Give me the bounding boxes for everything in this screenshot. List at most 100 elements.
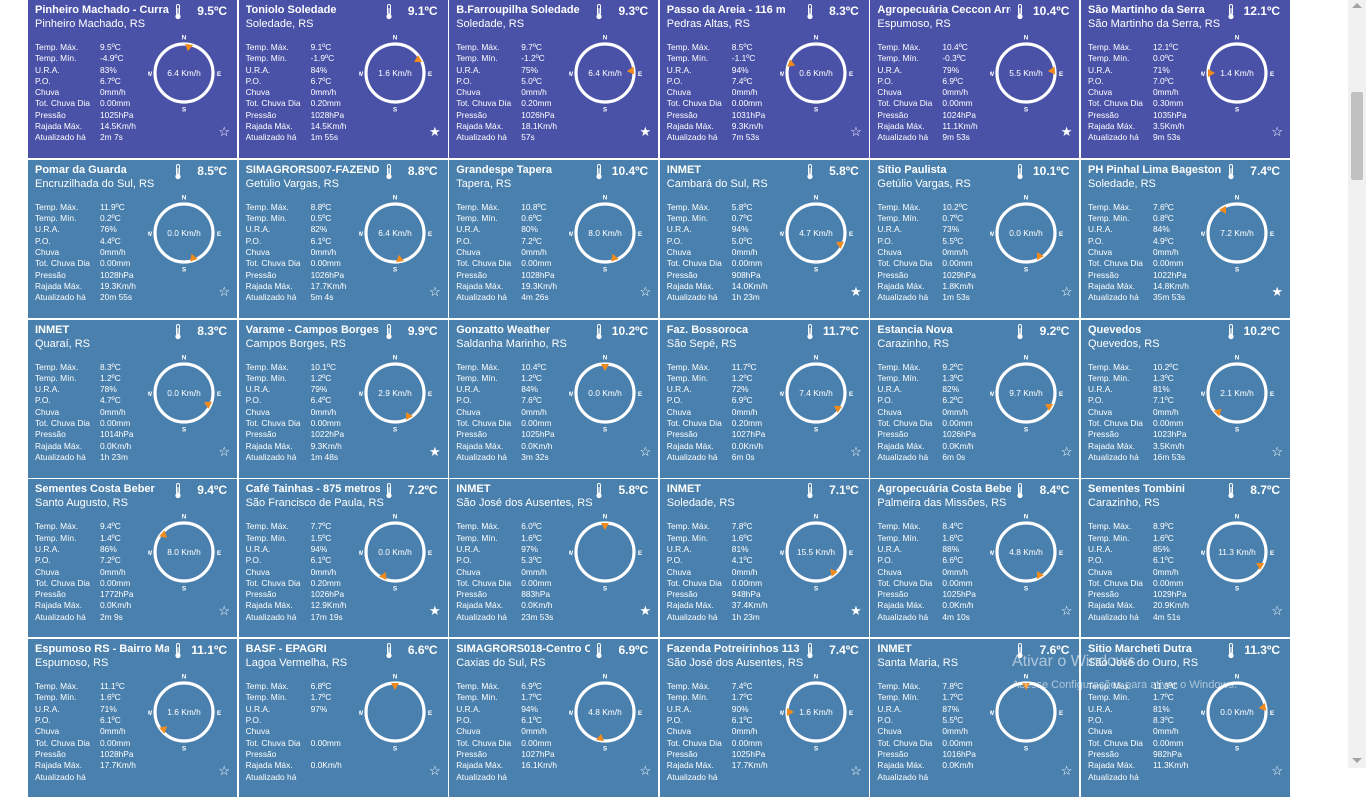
favorite-star-icon[interactable]: ☆ (639, 283, 652, 299)
station-card[interactable]: INMET Soledade, RS 7.1ºC Temp. Máx. 7.8ºC Tem… (659, 479, 869, 638)
station-name[interactable]: INMET (35, 323, 70, 336)
station-name[interactable]: Fazenda Potreirinhos 113 (666, 643, 800, 656)
favorite-star-icon[interactable]: ☆ (850, 124, 862, 139)
station-name[interactable]: Varame - Campos Borges R (245, 323, 380, 336)
favorite-star-icon[interactable]: ☆ (1060, 283, 1073, 299)
favorite-star-icon[interactable]: ★ (639, 124, 652, 139)
favorite-star-icon[interactable]: ☆ (1060, 763, 1073, 779)
station-name[interactable]: BASF - EPAGRI (245, 643, 327, 656)
station-card[interactable]: Toniolo Soledade Soledade, RS 9.1ºC Temp. M… (238, 0, 448, 158)
station-name[interactable]: INMET (456, 483, 491, 496)
station-name[interactable]: São Martinho da Serra (1088, 4, 1205, 16)
station-name[interactable]: Grandespe Tapera (456, 163, 552, 176)
favorite-star-icon[interactable]: ★ (1271, 283, 1283, 299)
scroll-down-arrow-icon[interactable] (1352, 758, 1362, 763)
favorite-star-icon[interactable]: ☆ (428, 763, 441, 779)
station-name[interactable]: SIMAGRORS018-Centro Ce (456, 643, 591, 656)
station-name[interactable]: Passo da Areia - 116 m (666, 4, 786, 16)
station-card[interactable]: Pinheiro Machado - Curral Pinheiro Machad… (28, 0, 237, 158)
favorite-star-icon[interactable]: ★ (639, 603, 652, 619)
station-name[interactable]: SIMAGRORS007-FAZENDA (245, 163, 380, 176)
favorite-star-icon[interactable]: ☆ (428, 283, 441, 299)
station-name[interactable]: Estancia Nova (877, 323, 953, 336)
stat-label: Temp. Mín. (456, 213, 498, 224)
scroll-up-arrow-icon[interactable] (1352, 3, 1362, 8)
favorite-star-icon[interactable]: ☆ (1271, 603, 1283, 619)
station-card[interactable]: Agropecuária Costa Beber Palmeira das Mis… (870, 479, 1080, 638)
station-card[interactable]: Grandespe Tapera Tapera, RS 10.4ºC Temp. Má… (449, 159, 659, 318)
scrollbar-track[interactable] (1348, 0, 1366, 768)
station-card[interactable]: Sementes Tombini Carazinho, RS 8.7ºC Temp. … (1081, 479, 1290, 638)
station-card[interactable]: BASF - EPAGRI Lagoa Vermelha, RS 6.6ºC Temp… (238, 639, 448, 797)
station-card[interactable]: Faz. Bossoroca São Sepé, RS 11.7ºC Temp. Má… (659, 319, 869, 478)
favorite-star-icon[interactable]: ☆ (850, 763, 862, 779)
station-name[interactable]: B.Farroupilha Soledade (456, 4, 580, 16)
stat-row: Temp. Máx. 11.9ºC (35, 202, 136, 213)
station-card[interactable]: São Martinho da Serra São Martinho da Ser… (1081, 0, 1290, 158)
favorite-star-icon[interactable]: ☆ (218, 763, 230, 779)
station-name[interactable]: Pinheiro Machado - Curral (35, 4, 169, 16)
station-name[interactable]: Toniolo Soledade (245, 4, 337, 16)
station-card[interactable]: Passo da Areia - 116 m Pedras Altas, RS 8.… (659, 0, 869, 158)
station-card[interactable]: INMET Quaraí, RS 8.3ºC Temp. Máx. 8.3ºC Temp.… (28, 319, 237, 478)
favorite-star-icon[interactable]: ★ (1060, 124, 1073, 139)
stat-row: Pressão 1027hPa (667, 429, 766, 440)
station-card[interactable]: Gonzatto Weather Saldanha Marinho, RS 10.2… (449, 319, 659, 478)
favorite-star-icon[interactable]: ☆ (1271, 124, 1283, 139)
station-card[interactable]: Sementes Costa Beber Santo Augusto, RS 9.4… (28, 479, 237, 638)
stat-label: Pressão (1088, 748, 1119, 759)
station-card[interactable]: INMET São José dos Ausentes, RS 5.8ºC Temp.… (449, 479, 659, 638)
station-card[interactable]: Agropecuária Ceccon Arroi Espumoso, RS 10.… (870, 0, 1080, 158)
favorite-star-icon[interactable]: ☆ (850, 443, 862, 459)
station-card[interactable]: Estancia Nova Carazinho, RS 9.2ºC Temp. Máx… (870, 319, 1080, 478)
station-name[interactable]: Quevedos (1088, 323, 1142, 336)
station-name[interactable]: Gonzatto Weather (456, 323, 551, 336)
station-name[interactable]: Sítio Paulista (877, 163, 947, 176)
favorite-star-icon[interactable]: ☆ (1060, 443, 1073, 459)
station-card[interactable]: Quevedos Quevedos, RS 10.2ºC Temp. Máx. 10.2… (1081, 319, 1290, 478)
station-name[interactable]: Café Tainhas - 875 metros (245, 483, 380, 496)
station-name[interactable]: Faz. Bossoroca (666, 323, 749, 336)
station-card[interactable]: Fazenda Potreirinhos 113 São José dos Aus… (659, 639, 869, 797)
scrollbar-thumb[interactable] (1351, 92, 1363, 180)
stat-label: Temp. Mín. (877, 532, 919, 543)
station-card[interactable]: SIMAGRORS007-FAZENDA Getúlio Vargas, RS 8.… (238, 159, 448, 318)
favorite-star-icon[interactable]: ★ (428, 603, 441, 619)
favorite-star-icon[interactable]: ☆ (639, 763, 652, 779)
station-card[interactable]: Sítio Paulista Getúlio Vargas, RS 10.1ºC Te… (870, 159, 1080, 318)
station-card[interactable]: Café Tainhas - 875 metros São Francisco d… (238, 479, 448, 638)
favorite-star-icon[interactable]: ☆ (1060, 603, 1073, 619)
favorite-star-icon[interactable]: ★ (850, 283, 862, 299)
stat-row: Temp. Máx. 12.1ºC (1088, 42, 1187, 53)
station-card[interactable]: PH Pinhal Lima Bageston Soledade, RS 7.4ºC… (1081, 159, 1290, 318)
station-name[interactable]: Agropecuária Ceccon Arroi (877, 4, 1012, 16)
station-card[interactable]: Espumoso RS - Bairro Mart Espumoso, RS 11.… (28, 639, 237, 797)
favorite-star-icon[interactable]: ☆ (218, 443, 230, 459)
favorite-star-icon[interactable]: ☆ (1271, 443, 1283, 459)
station-name[interactable]: Sitio Marcheti Dutra (1088, 643, 1192, 656)
station-name[interactable]: Espumoso RS - Bairro Mart (35, 643, 169, 656)
station-name[interactable]: Sementes Costa Beber (35, 483, 155, 496)
station-name[interactable]: INMET (666, 483, 702, 496)
favorite-star-icon[interactable]: ☆ (218, 283, 230, 299)
station-card[interactable]: Varame - Campos Borges R Campos Borges, R… (238, 319, 448, 478)
station-name[interactable]: Sementes Tombini (1088, 483, 1185, 496)
favorite-star-icon[interactable]: ☆ (639, 443, 652, 459)
station-name[interactable]: PH Pinhal Lima Bageston (1088, 163, 1222, 176)
favorite-star-icon[interactable]: ★ (428, 124, 441, 139)
station-name[interactable]: Agropecuária Costa Beber (877, 483, 1012, 496)
favorite-star-icon[interactable]: ☆ (218, 603, 230, 619)
station-card[interactable]: SIMAGRORS018-Centro Ce Caxias do Sul, RS 6… (449, 639, 659, 797)
station-card[interactable]: INMET Cambará do Sul, RS 5.8ºC Temp. Máx. 5.… (659, 159, 869, 318)
stat-label: Tot. Chuva Dia (245, 258, 301, 269)
stat-value: 5.5ºC (942, 715, 964, 726)
station-name[interactable]: INMET (666, 163, 702, 176)
station-name[interactable]: Pomar da Guarda (35, 163, 127, 176)
favorite-star-icon[interactable]: ★ (428, 443, 441, 459)
station-name[interactable]: INMET (877, 643, 912, 656)
favorite-star-icon[interactable]: ☆ (218, 124, 230, 139)
station-card[interactable]: B.Farroupilha Soledade Soledade, RS 9.3ºC T… (449, 0, 659, 158)
favorite-star-icon[interactable]: ☆ (1271, 763, 1283, 779)
station-card[interactable]: Pomar da Guarda Encruzilhada do Sul, RS 8.… (28, 159, 237, 318)
favorite-star-icon[interactable]: ★ (850, 603, 862, 619)
